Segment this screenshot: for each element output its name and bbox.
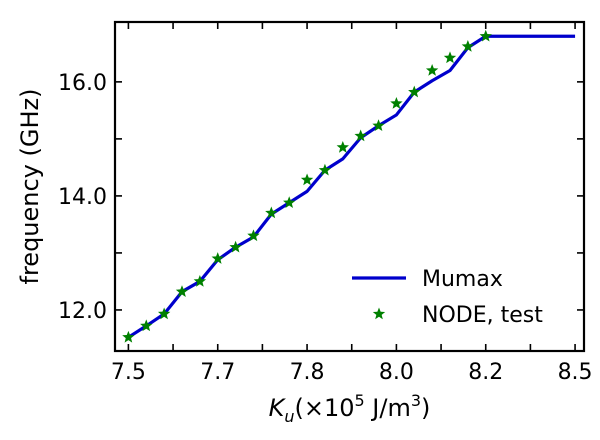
x-axis-label-base: K (269, 394, 287, 422)
node-test-point (211, 252, 224, 264)
x-axis-label-paren-close: ) (421, 394, 430, 422)
x-axis-label: Ku(×105 J/m3) (269, 391, 431, 426)
x-axis-label-unit: J/m (365, 394, 411, 422)
node-test-point (336, 140, 349, 153)
node-test-point (425, 63, 439, 76)
legend-label-node-test: NODE, test (422, 303, 543, 328)
y-axis-ticks: 12.0 14.0 16.0 (58, 71, 584, 324)
legend-swatch-node-test (372, 307, 386, 320)
legend-label-mumax: Mumax (422, 267, 503, 292)
x-axis-label-exponent: 5 (354, 391, 364, 410)
y-axis-label: frequency (GHz) (16, 89, 44, 285)
node-test-point (318, 163, 332, 176)
node-test-point (157, 307, 171, 320)
x-axis-ticks: 7.5 7.7 7.8 8.0 8.2 8.5 (111, 22, 593, 385)
y-tick-label: 14.0 (58, 185, 107, 210)
node-test-point (283, 196, 296, 209)
x-tick-label: 7.7 (200, 360, 235, 385)
mumax-line (127, 34, 576, 339)
x-tick-label: 7.8 (290, 360, 325, 385)
x-axis-label-subscript: u (284, 407, 294, 426)
x-tick-label: 8.5 (558, 360, 593, 385)
node-test-point (247, 229, 260, 242)
node-test-point (265, 206, 278, 219)
y-tick-label: 16.0 (58, 71, 107, 96)
node-test-point (372, 119, 385, 132)
legend: Mumax NODE, test (352, 267, 543, 328)
node-test-point (175, 285, 189, 297)
node-test-point (408, 85, 421, 98)
node-test-point (140, 319, 153, 332)
node-test-point (479, 29, 492, 42)
node-test-point (229, 240, 242, 253)
node-test-point (122, 330, 135, 343)
x-axis-label-paren-open: (×10 (294, 394, 354, 422)
plot-frame (113, 20, 586, 353)
node-test-point (443, 51, 457, 64)
plot-area (122, 29, 576, 343)
node-test-point (390, 97, 403, 109)
y-tick-label: 12.0 (58, 299, 107, 324)
x-tick-label: 8.2 (468, 360, 503, 385)
x-tick-label: 8.0 (379, 360, 414, 385)
node-test-point (193, 274, 207, 287)
x-axis-label-unit-exponent: 3 (411, 391, 421, 410)
node-test-point (461, 40, 475, 52)
node-test-point (354, 129, 367, 142)
node-test-point (300, 173, 314, 186)
x-tick-label: 7.5 (111, 360, 146, 385)
